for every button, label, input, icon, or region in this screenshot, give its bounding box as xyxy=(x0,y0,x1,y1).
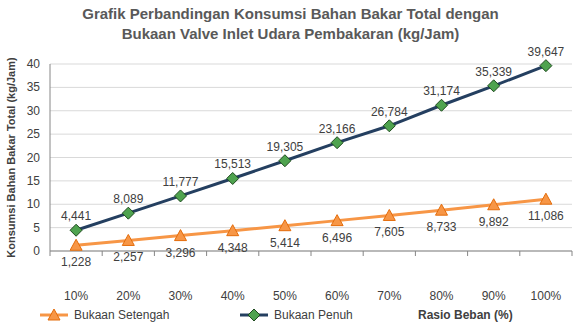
x-tick xyxy=(258,251,259,256)
chart: Grafik Perbandingan Konsumsi Bahan Bakar… xyxy=(0,0,581,331)
data-label: 8,089 xyxy=(113,192,143,206)
legend-marker xyxy=(248,309,260,321)
x-tick xyxy=(206,251,207,256)
data-point xyxy=(540,60,552,72)
y-tick-label: 30 xyxy=(27,104,41,118)
data-point xyxy=(488,80,500,92)
x-tick-label: 30% xyxy=(168,289,192,303)
data-point xyxy=(227,172,239,184)
data-label: 23,166 xyxy=(319,122,356,136)
data-label: 2,257 xyxy=(113,250,143,264)
x-tick-label: 70% xyxy=(377,289,401,303)
data-label: 31,174 xyxy=(423,84,460,98)
data-point xyxy=(227,225,239,236)
y-tick-label: 35 xyxy=(27,80,41,94)
grid-line xyxy=(50,180,572,181)
x-axis-label: Rasio Beban (%) xyxy=(418,308,513,322)
data-label: 1,228 xyxy=(61,255,91,269)
data-point xyxy=(175,230,187,241)
y-tick-label: 0 xyxy=(33,244,40,258)
grid-line xyxy=(50,157,572,158)
data-point xyxy=(488,199,500,210)
x-tick-label: 10% xyxy=(64,289,88,303)
x-tick xyxy=(154,251,155,256)
x-tick xyxy=(311,251,312,256)
x-tick-label: 80% xyxy=(429,289,453,303)
data-point xyxy=(70,239,82,250)
x-tick-label: 90% xyxy=(482,289,506,303)
x-tick xyxy=(363,251,364,256)
data-point xyxy=(383,120,395,132)
title: Grafik Perbandingan Konsumsi Bahan Bakar… xyxy=(82,5,498,22)
data-point xyxy=(70,224,82,236)
y-axis xyxy=(50,64,51,251)
x-tick xyxy=(572,251,573,256)
data-label: 26,784 xyxy=(371,105,408,119)
x-tick xyxy=(467,251,468,256)
legend-label: Bukaan Penuh xyxy=(274,308,353,322)
data-point xyxy=(331,137,343,149)
y-tick-label: 40 xyxy=(27,57,41,71)
data-label: 35,339 xyxy=(475,65,512,79)
y-tick-label: 20 xyxy=(27,151,41,165)
legend-marker xyxy=(48,309,60,320)
data-label: 6,496 xyxy=(322,231,352,245)
x-tick xyxy=(519,251,520,256)
data-label: 15,513 xyxy=(214,157,251,171)
data-label: 5,414 xyxy=(270,236,300,250)
data-point xyxy=(122,207,134,219)
data-point xyxy=(279,155,291,167)
data-point xyxy=(175,190,187,202)
data-label: 39,647 xyxy=(528,45,565,59)
data-point xyxy=(122,234,134,245)
grid-line xyxy=(50,110,572,111)
data-label: 19,305 xyxy=(267,140,304,154)
y-tick-label: 15 xyxy=(27,174,41,188)
data-label: 9,892 xyxy=(479,215,509,229)
data-label: 4,348 xyxy=(218,241,248,255)
data-label: 11,086 xyxy=(528,209,564,223)
data-label: 7,605 xyxy=(374,225,404,239)
grid-line xyxy=(50,134,572,135)
title: Bukaan Valve Inlet Udara Pembakaran (kg/… xyxy=(122,25,460,42)
series-line xyxy=(76,66,546,231)
y-tick-label: 25 xyxy=(27,127,41,141)
x-tick-label: 60% xyxy=(325,289,349,303)
x-tick xyxy=(50,251,51,256)
data-point xyxy=(279,220,291,231)
data-point xyxy=(540,193,552,204)
background xyxy=(0,0,581,331)
data-label: 8,733 xyxy=(426,220,456,234)
x-tick xyxy=(102,251,103,256)
legend-label: Bukaan Setengah xyxy=(74,308,169,322)
x-tick-label: 40% xyxy=(221,289,245,303)
x-tick-label: 20% xyxy=(116,289,140,303)
x-tick-label: 100% xyxy=(531,289,562,303)
plot-area xyxy=(70,60,552,251)
x-tick xyxy=(415,251,416,256)
data-label: 11,777 xyxy=(163,175,199,189)
x-tick-label: 50% xyxy=(273,289,297,303)
data-point xyxy=(383,209,395,220)
data-point xyxy=(331,215,343,226)
y-axis-label: Konsumsi Bahan Bakar Total (kg/Jam) xyxy=(5,57,17,258)
y-tick-label: 5 xyxy=(33,221,40,235)
data-label: 4,441 xyxy=(61,209,91,223)
data-label: 3,296 xyxy=(165,246,195,260)
data-point xyxy=(436,99,448,111)
data-point xyxy=(436,204,448,215)
y-tick-label: 10 xyxy=(27,197,41,211)
